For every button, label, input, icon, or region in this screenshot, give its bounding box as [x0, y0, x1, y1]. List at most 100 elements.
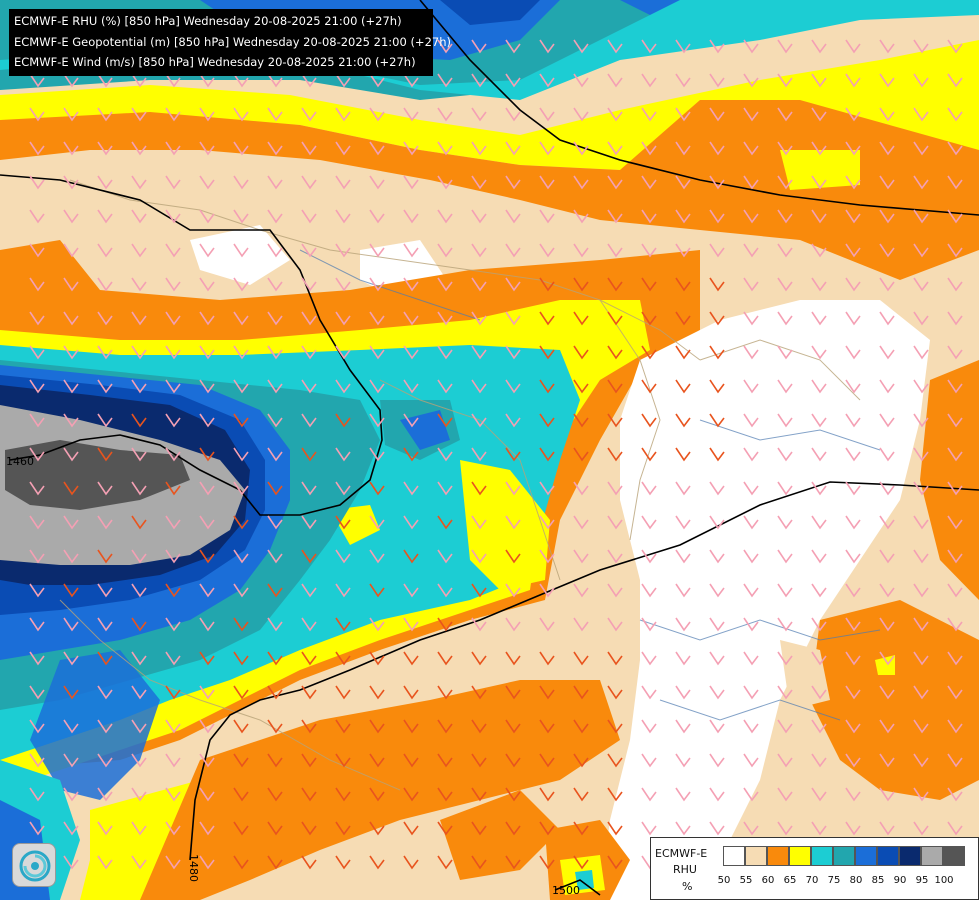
wind-barb	[369, 175, 385, 190]
wind-barb	[97, 651, 113, 666]
wind-barb	[845, 821, 861, 836]
wind-barb	[845, 209, 861, 224]
wind-barb	[29, 379, 45, 394]
legend-swatch	[811, 846, 833, 866]
wind-barb	[63, 753, 79, 768]
wind-barb	[437, 481, 453, 496]
wind-barb	[607, 481, 623, 496]
wind-barb	[29, 413, 45, 428]
wind-barb	[505, 617, 521, 632]
wind-barb	[505, 277, 521, 292]
wind-barb	[301, 583, 317, 598]
wind-barb	[573, 787, 589, 802]
wind-barb	[505, 549, 521, 564]
wind-barb	[471, 175, 487, 190]
wind-barb	[743, 107, 759, 122]
wind-barb	[165, 821, 181, 836]
wind-barb	[267, 243, 283, 258]
wind-barb	[811, 107, 827, 122]
wind-barb	[335, 481, 351, 496]
wind-barb	[199, 141, 215, 156]
wind-barb	[335, 821, 351, 836]
wind-barb	[607, 549, 623, 564]
wind-barb	[641, 209, 657, 224]
wind-barb	[777, 73, 793, 88]
wind-barb	[811, 787, 827, 802]
wind-barb	[267, 379, 283, 394]
wind-barb	[641, 311, 657, 326]
wind-barb	[879, 73, 895, 88]
wind-barb	[607, 719, 623, 734]
wind-barb	[233, 821, 249, 836]
wind-barb	[131, 583, 147, 598]
wind-barb	[403, 753, 419, 768]
wind-barb	[505, 345, 521, 360]
wind-barb	[403, 855, 419, 870]
wind-barb	[879, 481, 895, 496]
wind-barb	[199, 175, 215, 190]
legend-tick-label: 50	[717, 875, 731, 886]
wind-barb	[301, 141, 317, 156]
wind-barb	[29, 447, 45, 462]
wind-barb	[369, 345, 385, 360]
wind-barb	[641, 617, 657, 632]
wind-barb	[131, 481, 147, 496]
wind-barb	[505, 447, 521, 462]
wind-barb	[505, 413, 521, 428]
wind-barb	[709, 447, 725, 462]
wind-barb	[63, 481, 79, 496]
wind-barb	[403, 583, 419, 598]
wind-barb	[777, 311, 793, 326]
wind-barb	[913, 549, 929, 564]
header-line-rhu: ECMWF-E RHU (%) [850 hPa] Wednesday 20-0…	[14, 14, 402, 28]
wind-barb	[709, 141, 725, 156]
wind-barb	[913, 379, 929, 394]
wind-barb	[573, 481, 589, 496]
wind-barb	[165, 243, 181, 258]
wind-barb	[165, 175, 181, 190]
wind-barb	[369, 73, 385, 88]
wind-barb	[641, 243, 657, 258]
wind-barb	[573, 243, 589, 258]
wind-barb	[641, 515, 657, 530]
wind-barb	[301, 753, 317, 768]
wind-barb	[845, 379, 861, 394]
wind-barb	[913, 753, 929, 768]
wind-barb	[709, 277, 725, 292]
wind-barb	[131, 685, 147, 700]
wind-barb	[879, 277, 895, 292]
wind-barb	[947, 821, 963, 836]
wind-barb	[301, 175, 317, 190]
wind-barb	[505, 515, 521, 530]
wind-barb	[879, 311, 895, 326]
wind-barb	[845, 39, 861, 54]
wind-barb	[505, 481, 521, 496]
wind-barb	[947, 141, 963, 156]
wind-barb	[743, 481, 759, 496]
wind-barb	[131, 73, 147, 88]
wind-barb	[267, 787, 283, 802]
wind-barb	[641, 73, 657, 88]
wind-barb	[845, 175, 861, 190]
wind-barb	[913, 481, 929, 496]
wind-barb	[403, 73, 419, 88]
wind-barb	[913, 651, 929, 666]
wind-barb	[777, 243, 793, 258]
wind-barb	[233, 243, 249, 258]
wind-barb	[267, 311, 283, 326]
wind-barb	[539, 39, 555, 54]
wind-barb	[437, 583, 453, 598]
wind-barb	[505, 719, 521, 734]
wind-barb	[743, 685, 759, 700]
wind-barb	[675, 753, 691, 768]
wind-barb	[165, 481, 181, 496]
wind-barb	[369, 515, 385, 530]
wind-barb	[233, 447, 249, 462]
wind-barb	[539, 821, 555, 836]
wind-barb	[675, 617, 691, 632]
wind-barb	[947, 175, 963, 190]
wind-barb	[505, 73, 521, 88]
legend-swatch	[943, 846, 965, 866]
wind-barb	[845, 787, 861, 802]
wind-barb	[165, 345, 181, 360]
